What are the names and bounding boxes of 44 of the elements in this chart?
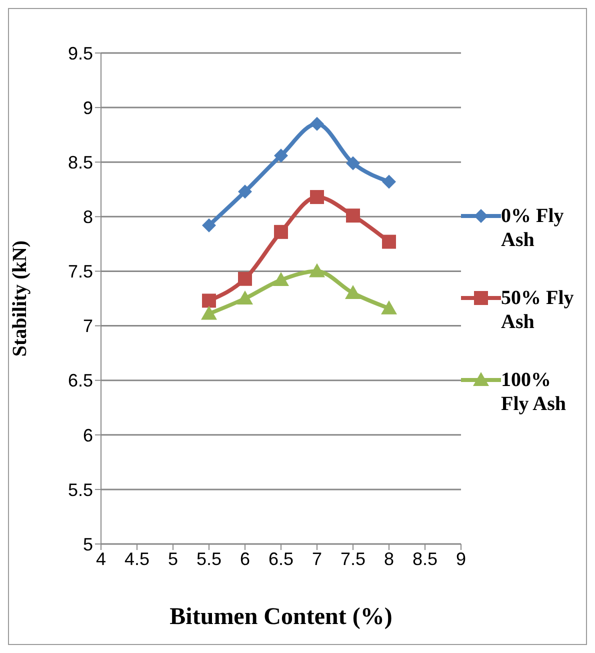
point (382, 174, 396, 189)
point (310, 190, 324, 204)
y-tick-label: 5 (82, 534, 93, 554)
x-tick-label: 6.5 (268, 548, 294, 569)
point (201, 306, 217, 320)
point (237, 290, 253, 304)
y-tick-label: 7 (82, 316, 93, 336)
x-tick-label: 7.5 (340, 548, 366, 569)
y-tick-label: 6 (82, 425, 93, 446)
y-axis-title: Stability (kN) (9, 240, 32, 357)
x-tick-label: 9 (456, 548, 466, 569)
x-tick-label: 8.5 (412, 548, 438, 569)
point (202, 294, 216, 308)
x-tick-label: 5.5 (196, 548, 222, 569)
point (381, 300, 397, 314)
legend-label: 100% Fly Ash (501, 368, 568, 416)
point (274, 224, 288, 239)
point (309, 263, 325, 278)
y-tick-label: 5.5 (68, 480, 93, 500)
point (238, 272, 252, 286)
x-tick-label: 6 (240, 548, 250, 569)
x-tick-label: 5 (168, 548, 178, 569)
y-tick-label: 7.5 (68, 262, 93, 282)
legend-label: 0% Fly Ash (501, 204, 565, 252)
point (202, 218, 216, 232)
y-tick-label: 9.5 (68, 43, 93, 64)
point (274, 148, 288, 163)
point (346, 156, 360, 170)
point (238, 184, 252, 199)
x-tick-label: 4 (96, 548, 106, 569)
legend-label: 50% Fly Ash (501, 286, 575, 334)
x-tick-label: 7 (312, 548, 322, 569)
y-tick-label: 6.5 (68, 370, 93, 391)
x-axis-title: Bitumen Content (%) (170, 604, 392, 630)
point (273, 272, 289, 286)
point (310, 116, 324, 131)
x-tick-label: 8 (384, 548, 394, 569)
y-tick-label: 8.5 (68, 152, 93, 172)
point (345, 285, 361, 300)
x-tick-label: 4.5 (124, 548, 150, 569)
y-tick-label: 9 (82, 98, 93, 118)
y-tick-label: 8 (82, 207, 93, 228)
point (346, 208, 360, 223)
point (382, 234, 396, 249)
